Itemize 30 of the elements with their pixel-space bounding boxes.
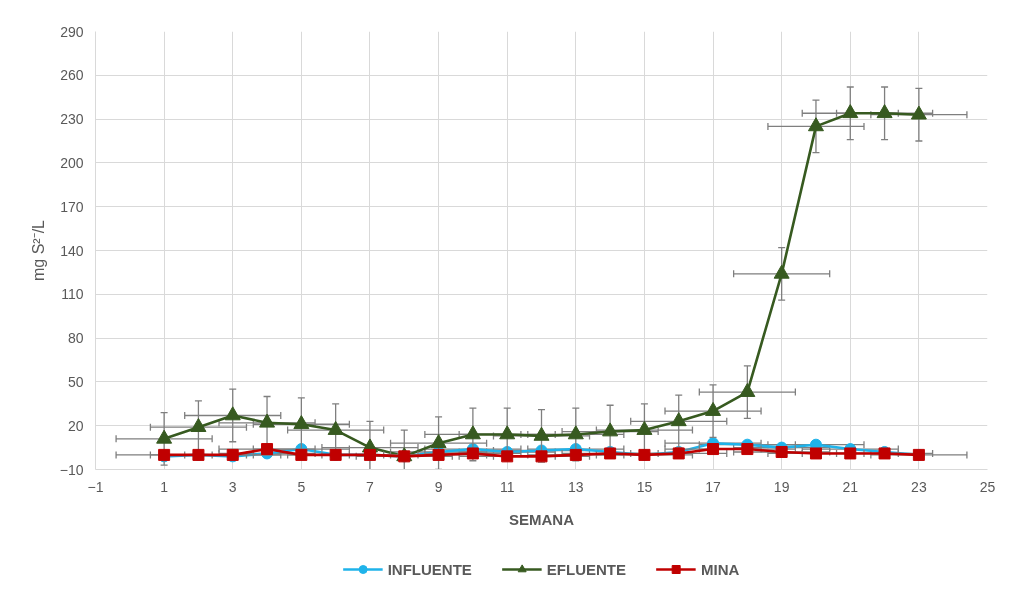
x-tick-label: 11 [499,478,515,495]
x-tick-label: 21 [842,478,859,495]
y-tick-label: 290 [60,23,84,40]
y-tick-label: 200 [60,154,84,171]
x-axis-title: SEMANA [509,510,575,528]
x-tick-label: −1 [87,478,104,495]
x-tick-label: 1 [160,478,169,495]
x-tick-label: 17 [705,478,722,495]
y-tick-label: −10 [59,461,84,478]
y-axis-title: mg S²⁻/L [29,219,47,282]
x-tick-label: 9 [434,478,443,495]
y-tick-label: 50 [67,373,84,390]
y-tick-label: 20 [67,417,84,434]
x-tick-label: 19 [773,478,790,495]
y-tick-label: 230 [60,111,84,128]
legend-label: INFLUENTE [387,560,472,578]
x-tick-label: 25 [979,478,996,495]
y-tick-label: 80 [67,330,84,347]
y-tick-label: 260 [60,67,84,84]
x-tick-label: 15 [636,478,653,495]
y-tick-label: 170 [60,198,84,215]
x-tick-label: 3 [228,478,237,495]
legend-label: EFLUENTE [546,560,627,578]
x-tick-label: 23 [911,478,927,495]
y-tick-label: 140 [60,242,84,259]
legend-label: MINA [701,560,740,578]
x-tick-label: 13 [568,478,584,495]
x-tick-label: 5 [297,478,306,495]
y-tick-label: 110 [61,286,84,303]
x-tick-label: 7 [366,478,375,495]
